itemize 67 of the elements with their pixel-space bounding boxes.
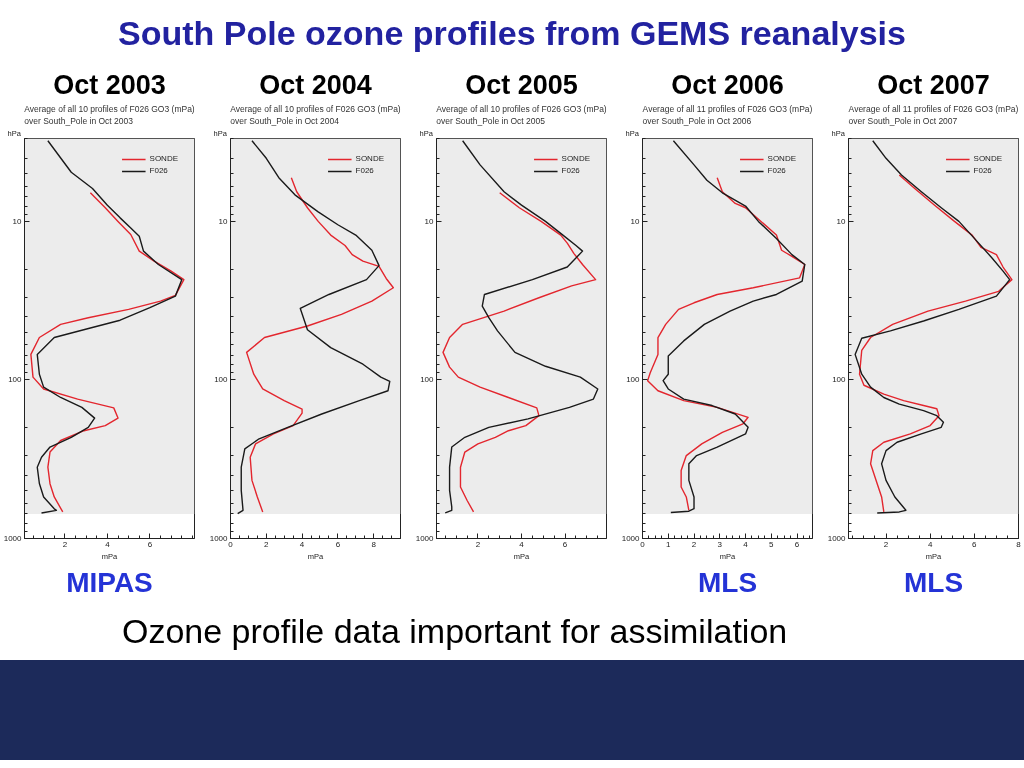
chart-title: Oct 2005 <box>465 69 578 100</box>
x-tick-label: 2 <box>691 539 697 549</box>
x-tick-label: 4 <box>299 539 305 549</box>
y-tick-label: 10 <box>424 216 435 226</box>
x-tick-label: 5 <box>769 539 775 549</box>
x-tick-label: 8 <box>371 539 377 549</box>
x-tick-label: 6 <box>972 539 978 549</box>
text: South Pole ozone profiles from GEMS reanalysis <box>118 13 906 54</box>
chart-subtitle: Average of all 10 profiles of F026 GO3 (mPa) over South_Pole in Oct 2004 <box>230 103 401 126</box>
x-tick-label: 3 <box>717 539 723 549</box>
chart-subtitle: Average of all 11 profiles of F026 GO3 (mPa) over South_Pole in Oct 2006 <box>642 103 813 126</box>
legend-label: F026 <box>149 166 169 175</box>
chart-subtitle: Average of all 10 profiles of F026 GO3 (mPa) over South_Pole in Oct 2005 <box>436 103 607 126</box>
line-series <box>245 176 395 513</box>
y-tick-label: 100 <box>832 375 847 385</box>
y-tick-label: 1000 <box>621 534 641 543</box>
legend-label: SONDE <box>767 154 796 163</box>
chart-subtitle: Average of all 11 profiles of F026 GO3 (mPa) over South_Pole in Oct 2007 <box>848 103 1019 126</box>
chart-title: Oct 2003 <box>53 69 166 100</box>
y-tick-label: 10 <box>836 216 847 226</box>
chart-title: Oct 2007 <box>877 69 990 100</box>
x-tick-label: 2 <box>62 539 68 549</box>
legend-label: F026 <box>767 166 787 175</box>
text: MLS <box>903 566 964 598</box>
x-tick-label: 4 <box>105 539 111 549</box>
text: Ozone profile data important for assimilation <box>122 611 788 652</box>
y-tick-label: 1000 <box>415 534 435 543</box>
y-tick-label: 100 <box>420 375 435 385</box>
line-series <box>442 192 597 513</box>
x-tick-label: 4 <box>743 539 749 549</box>
y-tick-label: 1000 <box>3 534 23 543</box>
legend-label: F026 <box>355 166 375 175</box>
legend-label: SONDE <box>355 154 384 163</box>
legend-label: F026 <box>561 166 581 175</box>
legend-label: SONDE <box>973 154 1002 163</box>
chart-title: Oct 2004 <box>259 69 372 100</box>
x-tick-label: 6 <box>562 539 568 549</box>
y-tick-label: 10 <box>630 216 641 226</box>
x-tick-label: 6 <box>794 539 800 549</box>
text: MLS <box>697 566 758 598</box>
x-tick-label: 4 <box>519 539 525 549</box>
x-tick-label: 4 <box>927 539 933 549</box>
text: MIPAS <box>66 566 153 598</box>
line-series <box>662 140 806 514</box>
x-tick-label: 2 <box>883 539 889 549</box>
y-tick-label: 100 <box>214 375 229 385</box>
y-tick-label: 1000 <box>827 534 847 543</box>
y-tick-label: 100 <box>8 375 23 385</box>
y-tick-label: 1000 <box>209 534 229 543</box>
chart-title: Oct 2006 <box>671 69 784 100</box>
legend-label: SONDE <box>561 154 590 163</box>
y-tick-label: 10 <box>12 216 23 226</box>
legend-label: SONDE <box>149 154 178 163</box>
x-tick-label: 2 <box>475 539 481 549</box>
x-tick-label: 0 <box>640 539 646 549</box>
y-tick-label: 100 <box>626 375 641 385</box>
x-tick-label: 6 <box>335 539 341 549</box>
x-tick-label: 2 <box>264 539 270 549</box>
x-tick-label: 6 <box>147 539 153 549</box>
x-tick-label: 0 <box>228 539 234 549</box>
y-tick-label: 10 <box>218 216 229 226</box>
line-series <box>30 192 185 513</box>
x-tick-label: 1 <box>666 539 672 549</box>
chart-subtitle: Average of all 10 profiles of F026 GO3 (mPa) over South_Pole in Oct 2003 <box>24 103 195 126</box>
legend-label: F026 <box>973 166 993 175</box>
line-series <box>646 176 806 511</box>
x-tick-label: 8 <box>1016 539 1022 549</box>
